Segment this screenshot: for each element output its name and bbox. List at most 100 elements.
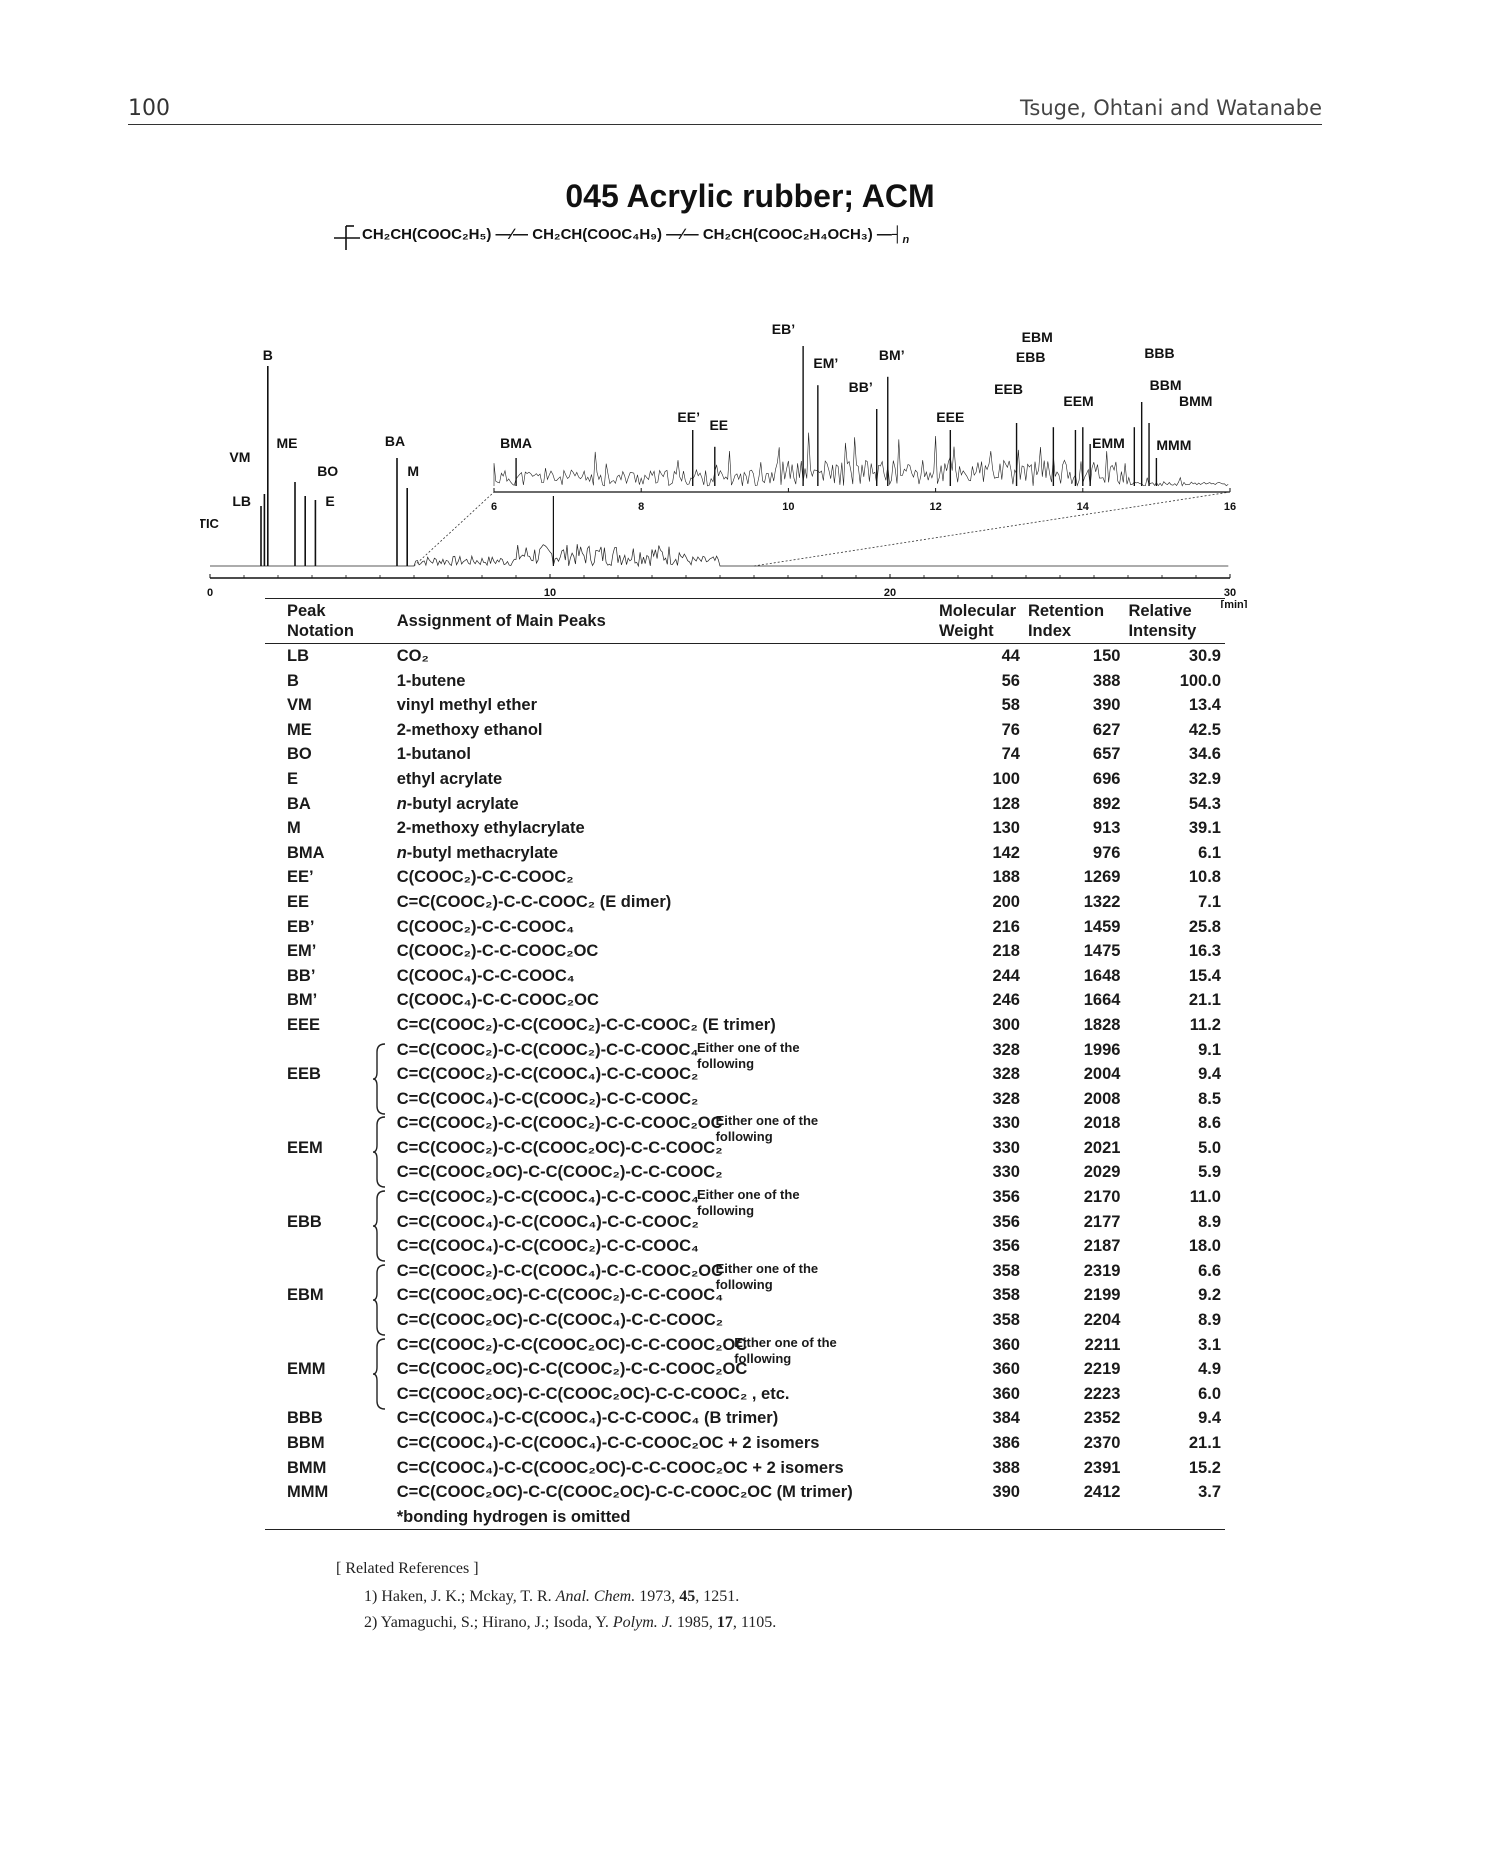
relative-intensity: 5.9 <box>1124 1160 1225 1185</box>
peak-assignment: C(COOC₂)-C-C-COOC₄ <box>393 915 935 940</box>
relative-intensity-text: 8.9 <box>1198 1311 1221 1330</box>
relative-intensity: 9.1 <box>1124 1038 1225 1063</box>
peak-assignment: n-butyl methacrylate <box>393 841 935 866</box>
peak-assignment: C(COOC₄)-C-C-COOC₄ <box>393 964 935 989</box>
retention-index-text: 1475 <box>1083 942 1121 961</box>
retention-index-text: 2008 <box>1083 1089 1121 1108</box>
peak-assignment: C=C(COOC₄)-C-C(COOC₄)-C-C-COOC₂ <box>393 1210 935 1235</box>
retention-index: 1828 <box>1024 1013 1124 1038</box>
relative-intensity-text: 42.5 <box>1188 720 1221 739</box>
molecular-weight: 76 <box>935 718 1024 743</box>
retention-index-text: 1828 <box>1083 1015 1121 1034</box>
molecular-weight: 56 <box>935 669 1024 694</box>
group-brace <box>372 1337 385 1410</box>
peak-notation: EM’ <box>265 939 393 964</box>
retention-index: 2223 <box>1024 1382 1124 1407</box>
peak-assignment: C=C(COOC₄)-C-C(COOC₂OC)-C-C-COOC₂OC + 2 … <box>393 1456 935 1481</box>
retention-index: 388 <box>1024 669 1124 694</box>
relative-intensity: 4.9 <box>1124 1357 1225 1382</box>
table-row: EE’ C(COOC₂)-C-C-COOC₂ 188 1269 10.8 <box>265 865 1225 890</box>
peak-notation-text: BM’ <box>287 991 318 1010</box>
peak-notation: LB <box>265 644 393 669</box>
table-row: EM’ C(COOC₂)-C-C-COOC₂OC 218 1475 16.3 <box>265 939 1225 964</box>
molecular-weight: 330 <box>935 1160 1024 1185</box>
peak-notation: BBM <box>265 1431 393 1456</box>
molecular-weight: 142 <box>935 841 1024 866</box>
table-row: EE C=C(COOC₂)-C-C-COOC₂ (E dimer) 200 1322 7… <box>265 890 1225 915</box>
inset-peak-label: EE <box>709 417 728 433</box>
peak-notation-text: EEB <box>287 1065 321 1084</box>
table-row: ME 2-methoxy ethanol 76 627 42.5 <box>265 718 1225 743</box>
table-row: BM’ C(COOC₄)-C-C-COOC₂OC 246 1664 21.1 <box>265 988 1225 1013</box>
peak-assignment-text: C=C(COOC₂OC)-C-C(COOC₂)-C-C-COOC₄ <box>396 1286 724 1305</box>
relative-intensity-text: 7.1 <box>1198 892 1221 911</box>
table-row: LB CO₂ 44 150 30.9 <box>265 644 1225 669</box>
peak-assignment-text: C=C(COOC₄)-C-C(COOC₄)-C-C-COOC₂OC + 2 is… <box>396 1434 820 1452</box>
relative-intensity-text: 13.4 <box>1188 696 1221 715</box>
molecular-weight: 188 <box>935 865 1024 890</box>
inset-peak-label: EEB <box>994 381 1023 397</box>
relative-intensity-text: 6.0 <box>1198 1384 1221 1403</box>
peak-notation-text: BMA <box>287 843 325 862</box>
relative-intensity-text: 6.1 <box>1198 843 1221 862</box>
retention-index-text: 2187 <box>1083 1237 1121 1256</box>
peak-notation: EEB <box>265 1062 393 1087</box>
relative-intensity: 15.2 <box>1124 1456 1225 1481</box>
molecular-weight: 44 <box>935 644 1024 669</box>
peak-label: LB <box>232 493 251 509</box>
peak-notation-text: EM’ <box>287 942 317 961</box>
table-row: EB’ C(COOC₂)-C-C-COOC₄ 216 1459 25.8 <box>265 915 1225 940</box>
peak-assignment: 1-butene <box>393 669 935 694</box>
peak-notation-text: LB <box>287 647 309 665</box>
molecular-weight: 330 <box>935 1111 1024 1136</box>
retention-index-text: 2199 <box>1083 1286 1121 1305</box>
retention-index: 1648 <box>1024 964 1124 989</box>
peak-notation: BMA <box>265 841 393 866</box>
relative-intensity: 8.6 <box>1124 1111 1225 1136</box>
peak-notation-text: BMM <box>287 1458 327 1477</box>
retention-index-text: 1459 <box>1083 917 1121 936</box>
peak-assignment: C=C(COOC₄)-C-C(COOC₄)-C-C-COOC₂OC + 2 is… <box>393 1431 935 1456</box>
inset-peak-label: BBM <box>1150 377 1182 393</box>
relative-intensity: 3.1 <box>1124 1333 1225 1358</box>
retention-index: 2018 <box>1024 1111 1124 1136</box>
col-mw: Molecular Weight <box>938 602 1016 640</box>
group-brace <box>372 1116 385 1188</box>
relative-intensity: 18.0 <box>1124 1234 1225 1259</box>
relative-intensity: 8.9 <box>1124 1210 1225 1235</box>
group-brace <box>372 1264 385 1336</box>
relative-intensity: 9.2 <box>1124 1283 1225 1308</box>
retention-index: 657 <box>1024 742 1124 767</box>
peak-assignment-text: vinyl methyl ether <box>396 696 538 715</box>
peak-assignment: n-butyl acrylate <box>393 792 935 817</box>
molecular-weight-text: 358 <box>992 1286 1020 1305</box>
inset-x-tick-label: 16 <box>1224 501 1236 513</box>
peak-assignment: C=C(COOC₂)-C-C-COOC₂ (E dimer) <box>393 890 935 915</box>
retention-index-text: 657 <box>1092 745 1121 764</box>
molecular-weight-text: 216 <box>992 917 1020 936</box>
retention-index-text: 1648 <box>1083 966 1121 985</box>
relative-intensity-text: 54.3 <box>1188 794 1221 813</box>
peak-notation-text: EBM <box>287 1286 324 1305</box>
peak-notation-text: ME <box>287 720 312 739</box>
relative-intensity: 21.1 <box>1124 1431 1225 1456</box>
table-row: C=C(COOC₂OC)-C-C(COOC₂)-C-C-COOC₂ 330 2029… <box>265 1160 1225 1185</box>
table-row: C=C(COOC₂)-C-C(COOC₄)-C-C-COOC₂OC Either … <box>265 1259 1225 1336</box>
molecular-weight: 358 <box>935 1283 1024 1308</box>
retention-index-text: 892 <box>1092 794 1121 813</box>
peak-assignment-text: C=C(COOC₂)-C-C-COOC₂ (E dimer) <box>396 892 672 911</box>
peak-assignment: C=C(COOC₂)-C-C(COOC₂)-C-C-COOC₂ (E trime… <box>393 1013 935 1038</box>
molecular-weight: 100 <box>935 767 1024 792</box>
retention-index: 892 <box>1024 792 1124 817</box>
inset-x-tick-label: 10 <box>782 501 794 513</box>
peak-notation-text: BO <box>287 745 312 764</box>
running-header: 100 Tsuge, Ohtani and Watanabe <box>128 96 1322 125</box>
retention-index: 1459 <box>1024 915 1124 940</box>
molecular-weight: 358 <box>935 1259 1024 1284</box>
peak-notation: EB’ <box>265 915 393 940</box>
inset-peak-label: MMM <box>1156 437 1191 453</box>
inset-trace <box>493 432 1229 487</box>
molecular-weight-text: 246 <box>992 991 1020 1010</box>
retention-index: 1475 <box>1024 939 1124 964</box>
molecular-weight-text: 330 <box>992 1114 1020 1133</box>
